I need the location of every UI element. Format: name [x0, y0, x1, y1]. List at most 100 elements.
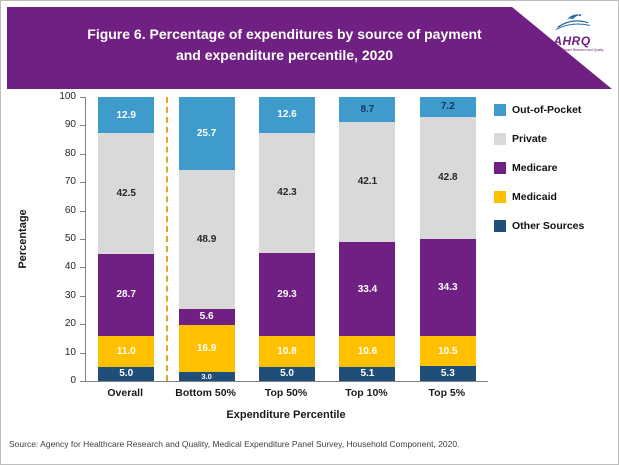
segment-other-sources-top-10: 5.1: [339, 366, 396, 381]
segment-medicare-overall: 28.7: [98, 254, 155, 336]
bar-slot-overall: 12.9 42.5 28.7 11.0 5.0: [86, 96, 166, 381]
legend-label-private: Private: [512, 133, 548, 145]
segment-value-label: 34.3: [438, 281, 458, 293]
y-tick-mark: [80, 239, 85, 240]
legend-swatch-other-sources: [494, 220, 506, 232]
y-tick-label-10: 10: [64, 346, 76, 358]
segment-value-label: 16.9: [196, 342, 217, 354]
bar-slot-top-5: 7.2 42.8 34.3 10.5 5.3: [408, 96, 488, 381]
segment-value-label: 42.3: [277, 187, 297, 199]
segment-other-sources-top-50: 5.0: [259, 366, 316, 381]
plot-area: 12.9 42.5 28.7 11.0 5.0 25.7 48.9 5.6 16.9 3.0 12.…: [85, 96, 488, 382]
bars: 12.9 42.5 28.7 11.0 5.0 25.7 48.9 5.6 16.9 3.0 12.…: [86, 96, 488, 382]
segment-other-sources-overall: 5.0: [98, 366, 155, 381]
ahrq-logo-tagline: Agency for Healthcare Research and Quali…: [540, 48, 604, 52]
percentile-separator-line: [166, 97, 169, 381]
segment-value-label: 3.0: [201, 372, 212, 382]
y-tick-label-50: 50: [64, 233, 76, 244]
x-category-label-top-10: Top 10%: [345, 387, 388, 399]
segment-value-label: 42.1: [357, 176, 378, 188]
bar-slot-top-10: 8.7 42.1 33.4 10.6 5.1: [327, 97, 407, 381]
segment-value-label: 7.2: [440, 101, 455, 113]
segment-private-overall: 42.5: [98, 133, 155, 255]
figure-title-line1: Figure 6. Percentage of expenditures by …: [87, 26, 482, 42]
segment-private-top-50: 42.3: [259, 132, 316, 253]
source-note: Source: Agency for Healthcare Research a…: [9, 439, 460, 449]
y-axis: 0 10 20 30 40 50 60 70 80 90 100: [51, 91, 85, 386]
y-tick-mark: [80, 182, 85, 184]
y-tick-label-90: 90: [64, 119, 76, 131]
segment-value-label: 12.9: [116, 109, 136, 121]
legend-swatch-out-of-pocket: [494, 104, 506, 116]
x-axis-title: Expenditure Percentile: [226, 409, 346, 421]
bar-top-10: 8.7 42.1 33.4 10.6 5.1: [339, 97, 396, 381]
y-tick-mark: [80, 267, 85, 269]
x-category-label-top-5: Top 5%: [428, 387, 466, 399]
legend-swatch-medicare: [494, 162, 506, 174]
y-tick-label-100: 100: [59, 91, 76, 102]
y-tick-mark: [80, 210, 85, 212]
ahrq-logo-name: AHRQ: [553, 34, 591, 48]
legend-label-out-of-pocket: Out-of-Pocket: [512, 104, 582, 116]
legend-item-medicaid: Medicaid: [494, 191, 614, 203]
bar-bottom-50: 25.7 48.9 5.6 16.9 3.0: [178, 96, 235, 382]
y-tick-mark: [80, 153, 85, 155]
bar-top-5: 7.2 42.8 34.3 10.5 5.3: [419, 96, 476, 381]
segment-private-top-5: 42.8: [419, 117, 476, 239]
segment-private-top-10: 42.1: [339, 122, 396, 242]
ahrq-logo: AHRQ Agency for Healthcare Research and …: [535, 12, 609, 52]
y-tick-label-20: 20: [64, 318, 76, 330]
segment-medicare-bottom-50: 5.6: [178, 308, 235, 325]
bar-overall: 12.9 42.5 28.7 11.0 5.0: [98, 96, 155, 381]
x-category-label-overall: Overall: [107, 387, 143, 399]
y-tick-label-40: 40: [64, 261, 76, 273]
segment-other-sources-top-5: 5.3: [419, 365, 476, 381]
legend-label-medicare: Medicare: [512, 162, 558, 174]
segment-out-of-pocket-overall: 12.9: [98, 96, 155, 134]
y-tick-mark: [80, 97, 85, 98]
segment-value-label: 42.5: [116, 188, 136, 200]
segment-value-label: 29.3: [277, 289, 297, 301]
x-labels: Overall Bottom 50% Top 50% Top 10% Top 5%: [85, 387, 487, 399]
segment-value-label: 8.7: [360, 104, 375, 116]
segment-out-of-pocket-bottom-50: 25.7: [178, 96, 235, 170]
figure-title: Figure 6. Percentage of expenditures by …: [7, 7, 612, 66]
segment-medicare-top-10: 33.4: [339, 241, 396, 337]
hhs-eagle-icon: [555, 14, 591, 30]
bar-top-50: 12.6 42.3 29.3 10.8 5.0: [259, 97, 316, 381]
y-tick-label-60: 60: [64, 204, 76, 216]
legend-swatch-medicaid: [494, 191, 506, 203]
figure-header: Figure 6. Percentage of expenditures by …: [7, 7, 612, 89]
segment-out-of-pocket-top-50: 12.6: [259, 97, 316, 133]
legend-item-other-sources: Other Sources: [494, 220, 614, 232]
segment-value-label: 28.7: [116, 289, 136, 301]
y-axis-title: Percentage: [17, 209, 29, 269]
segment-value-label: 5.0: [280, 368, 294, 380]
segment-value-label: 5.3: [440, 367, 455, 379]
chart-area: Percentage 0 10 20 30 40 50 60 70 80 90 100 12.9 42…: [7, 89, 612, 435]
segment-value-label: 33.4: [357, 283, 378, 295]
legend: Out-of-Pocket Private Medicare Medicaid Othe…: [494, 104, 614, 249]
segment-medicare-top-5: 34.3: [419, 238, 476, 337]
segment-out-of-pocket-top-5: 7.2: [419, 96, 476, 118]
segment-private-bottom-50: 48.9: [178, 169, 235, 309]
segment-value-label: 48.9: [196, 233, 217, 245]
segment-value-label: 5.6: [199, 311, 214, 323]
bar-slot-bottom-50: 25.7 48.9 5.6 16.9 3.0: [166, 96, 246, 382]
legend-item-out-of-pocket: Out-of-Pocket: [494, 104, 614, 116]
legend-label-medicaid: Medicaid: [512, 191, 557, 203]
segment-medicaid-top-50: 10.8: [259, 336, 316, 367]
y-tick-mark: [80, 381, 85, 382]
bar-slot-top-50: 12.6 42.3 29.3 10.8 5.0: [247, 97, 327, 381]
y-tick-label-70: 70: [64, 176, 76, 188]
y-tick-mark: [80, 324, 85, 326]
segment-value-label: 25.7: [196, 127, 217, 139]
segment-medicaid-overall: 11.0: [98, 335, 155, 367]
segment-value-label: 10.6: [357, 345, 378, 357]
segment-value-label: 42.8: [438, 172, 458, 184]
y-tick-label-30: 30: [64, 289, 76, 301]
segment-value-label: 10.5: [438, 345, 458, 357]
legend-swatch-private: [494, 133, 506, 145]
y-tick-label-80: 80: [64, 147, 76, 159]
